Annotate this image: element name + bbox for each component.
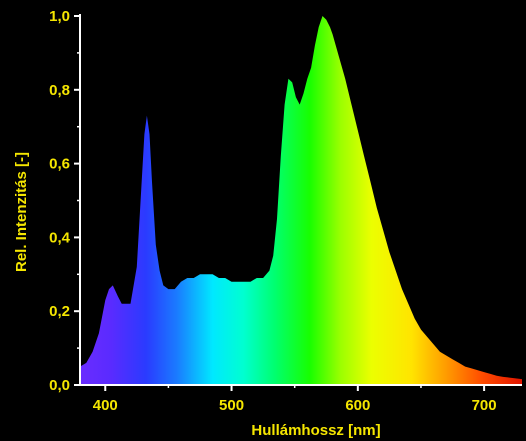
x-tick-label: 700 [472, 397, 497, 414]
y-tick-label: 0,0 [49, 377, 70, 394]
y-tick-label: 0,6 [49, 156, 70, 173]
y-tick-label: 1,0 [49, 8, 70, 25]
y-tick-label: 0,2 [49, 303, 70, 320]
y-tick-label: 0,4 [49, 229, 71, 246]
x-tick-label: 400 [93, 397, 118, 414]
y-tick-label: 0,8 [49, 82, 70, 99]
x-tick-label: 500 [219, 397, 244, 414]
x-tick-label: 600 [345, 397, 370, 414]
axes [79, 14, 522, 386]
y-axis-title: Rel. Intenzitás [-] [13, 152, 30, 272]
spectrum-area [80, 16, 522, 385]
ticks: 0,0 0,2 0,4 0,6 0,8 1,0 400 500 600 700 [49, 8, 496, 414]
x-axis-title: Hullámhossz [nm] [251, 422, 380, 439]
